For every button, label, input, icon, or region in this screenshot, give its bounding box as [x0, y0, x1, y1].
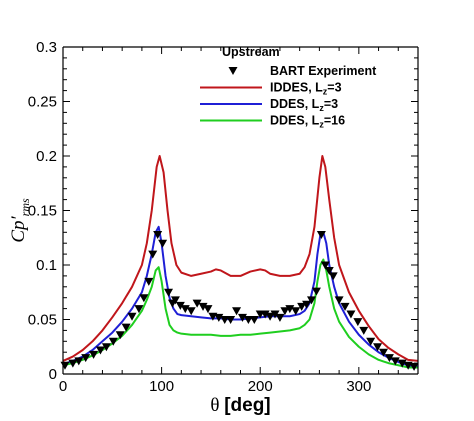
data-point — [397, 359, 407, 368]
legend-title: Upstream — [222, 45, 280, 59]
x-tick-label: 100 — [149, 378, 174, 395]
x-tick-label: 0 — [59, 378, 67, 395]
data-point — [353, 318, 363, 327]
y-tick-label: 0.05 — [28, 312, 57, 329]
data-point — [170, 296, 180, 305]
x-tick-label: 300 — [346, 378, 371, 395]
data-point — [226, 316, 236, 324]
data-point — [68, 359, 78, 368]
data-point — [180, 305, 190, 314]
plot-background — [63, 47, 418, 374]
data-point — [275, 313, 285, 322]
data-point — [346, 310, 356, 319]
data-point — [134, 305, 144, 314]
data-point — [214, 313, 224, 322]
axes-layer: 0 0.05 0.1 0.15 0.2 0.25 0.3 0 100 200 300 — [28, 39, 419, 395]
data-point — [81, 354, 91, 363]
y-axis-title: Cp′rms — [8, 198, 32, 243]
data-point — [328, 272, 338, 281]
data-point — [378, 348, 388, 357]
legend-marker — [228, 67, 238, 75]
y-tick-label: 0.25 — [28, 94, 57, 111]
series-markers-1 — [60, 230, 419, 371]
data-point — [291, 307, 301, 316]
data-point — [334, 296, 344, 305]
data-point — [409, 362, 419, 371]
x-axis-title: θ [deg] — [210, 395, 270, 416]
series-line-4 — [62, 258, 418, 369]
data-point — [115, 331, 125, 340]
data-point — [175, 301, 185, 310]
legend-label: BART Experiment — [270, 64, 377, 78]
data-point — [192, 299, 202, 308]
series-layer — [60, 155, 419, 371]
data-point — [311, 287, 321, 296]
data-point — [198, 302, 208, 311]
data-point — [127, 312, 137, 321]
y-tick-label: 0 — [49, 366, 57, 383]
data-point — [89, 350, 99, 359]
data-point — [203, 305, 213, 314]
data-point — [260, 310, 270, 319]
series-line-2 — [62, 155, 419, 362]
data-point — [237, 313, 247, 322]
data-point — [390, 357, 400, 366]
y-tick-label: 0.15 — [28, 203, 57, 220]
data-point — [280, 307, 290, 316]
data-point — [148, 250, 158, 259]
data-point — [232, 307, 242, 316]
data-point — [121, 323, 131, 332]
data-point — [158, 239, 168, 248]
data-point — [101, 343, 111, 352]
data-point — [265, 312, 275, 321]
axis-titles: θ [deg] Cp′rms — [8, 198, 271, 416]
data-point — [186, 307, 196, 316]
data-point — [324, 266, 334, 275]
data-point — [366, 337, 376, 346]
x-tick-label: 200 — [248, 378, 273, 395]
data-point — [144, 277, 154, 286]
y-tick-label: 0.2 — [36, 148, 57, 165]
data-point — [297, 302, 307, 311]
legend-label: IDDES, Lz=3 — [270, 81, 342, 97]
data-point — [373, 343, 383, 352]
data-point — [285, 305, 295, 314]
data-point — [74, 357, 84, 366]
data-point — [95, 346, 105, 355]
data-point — [153, 230, 163, 239]
data-point — [243, 316, 253, 324]
data-point — [320, 261, 330, 270]
legend-label: DDES, Lz=16 — [270, 114, 345, 130]
data-point — [307, 296, 316, 305]
data-point — [220, 316, 230, 324]
data-point — [302, 300, 312, 309]
data-point — [270, 310, 280, 319]
data-point — [316, 230, 326, 239]
y-tick-label: 0.1 — [36, 257, 57, 274]
data-point — [249, 316, 259, 324]
data-point — [384, 354, 394, 363]
legend-label: DDES, Lz=3 — [270, 97, 338, 113]
data-point — [340, 302, 350, 311]
data-point — [108, 337, 118, 346]
data-point — [139, 294, 149, 303]
y-tick-label: 0.3 — [36, 39, 57, 56]
plot-area — [63, 47, 418, 374]
data-point — [164, 288, 174, 297]
data-point — [359, 326, 369, 335]
